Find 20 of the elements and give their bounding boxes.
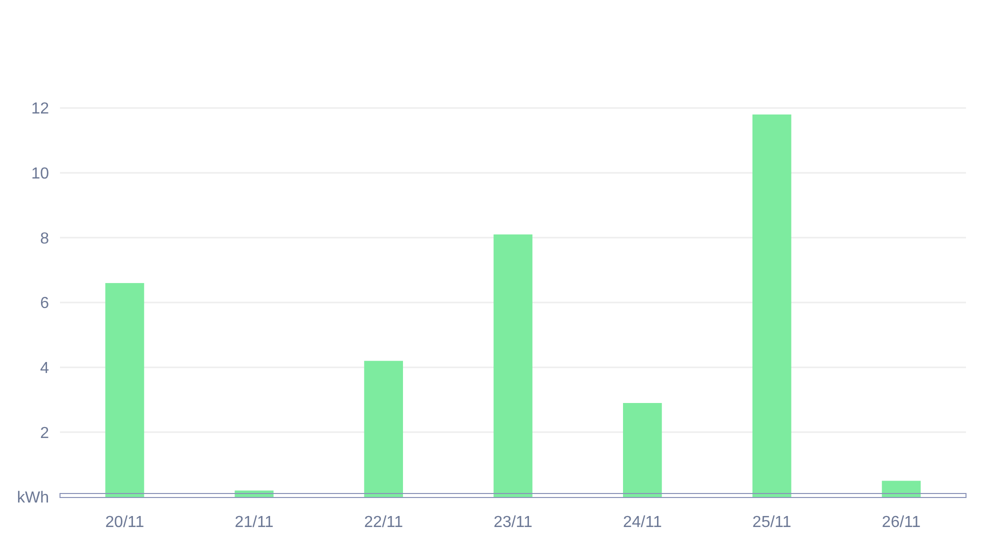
y-tick-label: 4 <box>40 360 50 377</box>
bar <box>623 402 662 497</box>
bar <box>752 114 792 497</box>
bar <box>882 480 921 497</box>
x-tick-label: 26/11 <box>882 514 921 531</box>
y-tick-label: 8 <box>40 230 50 248</box>
x-tick-label: 20/11 <box>105 514 144 531</box>
y-tick-label: kWh <box>17 490 49 507</box>
x-tick-label: 21/11 <box>234 514 274 531</box>
x-tick-label: 23/11 <box>494 514 533 531</box>
y-tick-label: 10 <box>31 165 50 182</box>
y-tick-label: 6 <box>40 295 50 312</box>
x-tick-label: 25/11 <box>752 514 792 531</box>
bar <box>364 360 403 497</box>
x-tick-label: 24/11 <box>623 514 662 531</box>
y-tick-label: 12 <box>31 100 50 118</box>
bar <box>494 234 532 497</box>
x-tick-label: 22/11 <box>364 514 404 531</box>
bar <box>105 283 144 497</box>
y-tick-label: 2 <box>40 424 50 442</box>
